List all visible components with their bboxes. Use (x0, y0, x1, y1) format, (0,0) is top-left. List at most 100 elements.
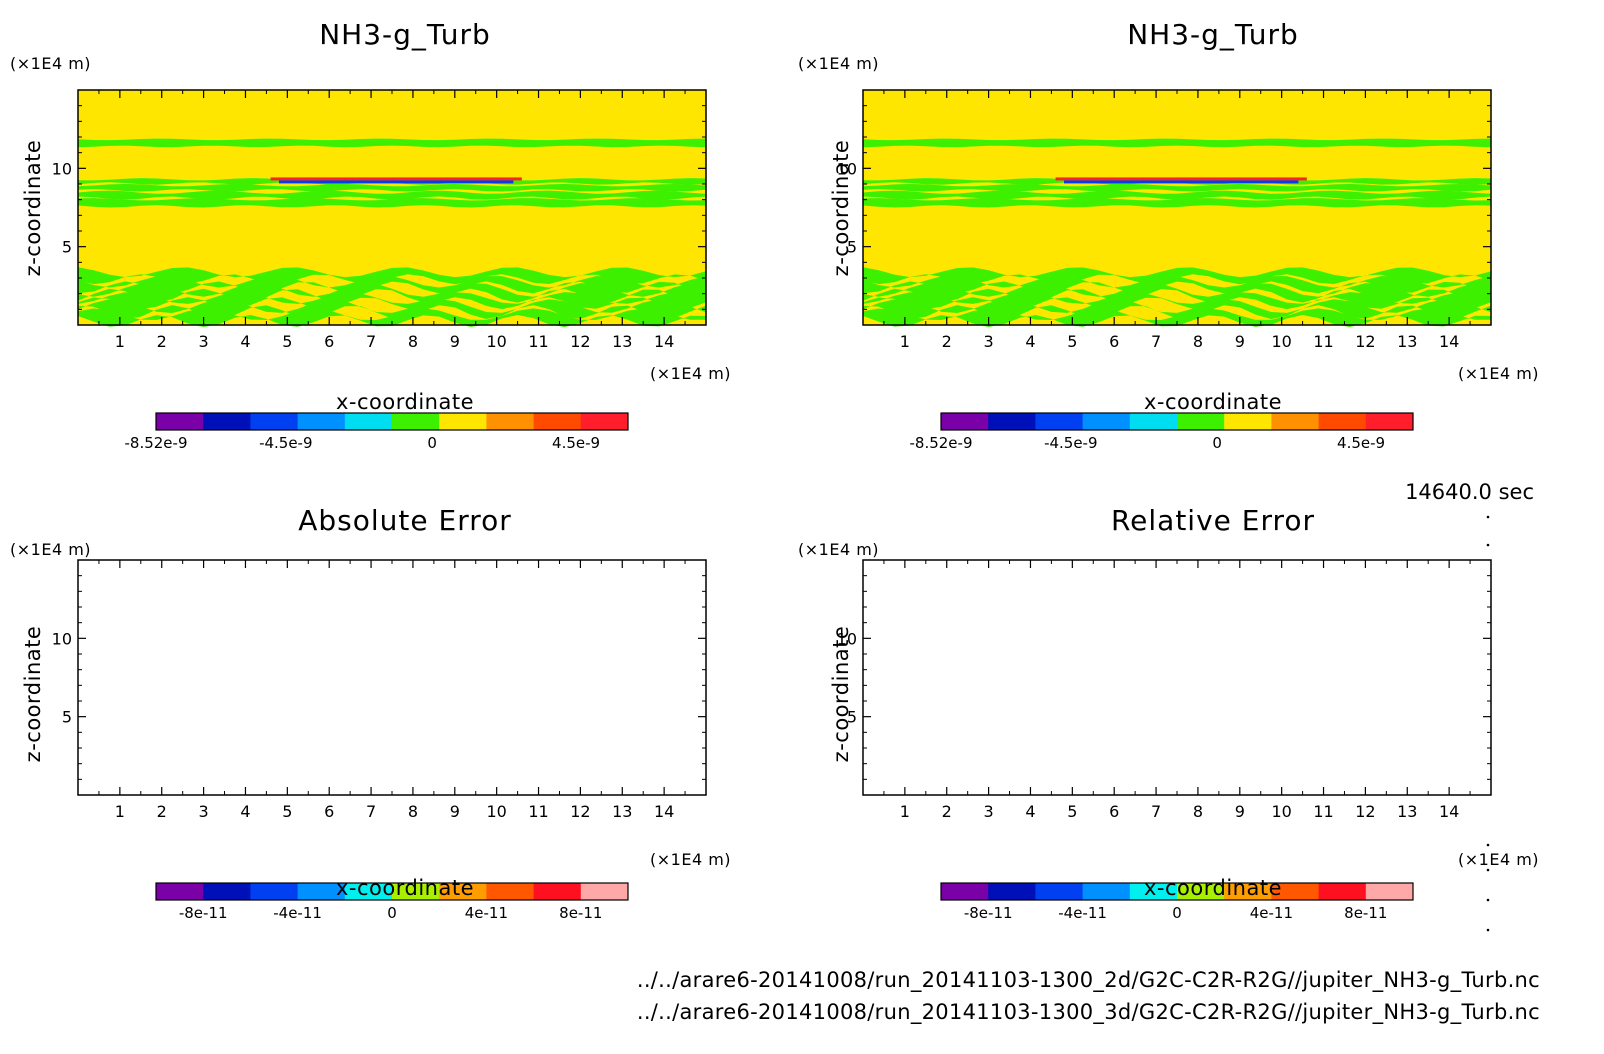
colorbar-swatch-p1-8 (1318, 413, 1367, 430)
x-tick-label-p3-4: 5 (1067, 802, 1077, 821)
edge-dot-2 (1486, 843, 1490, 847)
x-tick-label-p3-1: 2 (942, 802, 952, 821)
y-label-tr: z-coordinate (829, 139, 853, 277)
colorbar-swatch-p0-0 (156, 413, 204, 430)
colorbar-swatch-p1-3 (1082, 413, 1131, 430)
colorbar-tick-label-p0-0: -8.52e-9 (125, 434, 188, 452)
anomaly-blue-p1 (1063, 180, 1299, 184)
colorbar-swatch-p2-6 (439, 883, 487, 900)
colorbar-swatch-p1-6 (1224, 413, 1272, 430)
x-tick-label-p1-13: 14 (1439, 332, 1459, 351)
x-tick-label-p2-10: 11 (528, 802, 548, 821)
anomaly-red-p1 (1055, 177, 1307, 181)
colorbar-swatch-p3-1 (988, 883, 1036, 900)
colorbar-tick-label-p3-4: 8e-11 (1344, 904, 1387, 922)
colorbar-swatch-p0-6 (439, 413, 487, 430)
edge-dot-4 (1486, 898, 1490, 902)
edge-dot-5 (1486, 928, 1490, 932)
colorbar-tick-label-p3-0: -8e-11 (964, 904, 1013, 922)
x-tick-label-p1-1: 2 (942, 332, 952, 351)
colorbar-swatch-p3-0 (941, 883, 989, 900)
x-tick-label-p2-6: 7 (366, 802, 376, 821)
x-tick-label-p2-2: 3 (199, 802, 209, 821)
colorbar-swatch-p0-1 (203, 413, 251, 430)
plot-area-p2 (78, 560, 706, 795)
x-tick-label-p2-0: 1 (115, 802, 125, 821)
x-tick-label-p2-4: 5 (282, 802, 292, 821)
x-tick-label-p0-6: 7 (366, 332, 376, 351)
colorbar-tick-label-p3-3: 4e-11 (1250, 904, 1293, 922)
x-tick-label-p2-7: 8 (408, 802, 418, 821)
x-tick-label-p1-2: 3 (984, 332, 994, 351)
green-band-p1-10 (863, 308, 1491, 327)
x-tick-label-p0-7: 8 (408, 332, 418, 351)
x-tick-label-p0-11: 12 (570, 332, 590, 351)
colorbar-swatch-p0-5 (392, 413, 440, 430)
x-tick-label-p1-6: 7 (1151, 332, 1161, 351)
x-label-bl: x-coordinate (335, 876, 474, 900)
colorbar-tick-label-p3-1: -4e-11 (1058, 904, 1107, 922)
green-band-p0-4 (78, 198, 706, 208)
edge-dot-0 (1486, 515, 1490, 519)
colorbar-swatch-p3-6 (1224, 883, 1272, 900)
colorbar-swatch-p2-8 (533, 883, 582, 900)
colorbar-swatch-p2-0 (156, 883, 204, 900)
colorbar-swatch-p2-2 (250, 883, 299, 900)
x-tick-label-p1-7: 8 (1193, 332, 1203, 351)
x-tick-label-p2-1: 2 (157, 802, 167, 821)
colorbar-swatch-p2-7 (486, 883, 535, 900)
x-tick-label-p0-2: 3 (199, 332, 209, 351)
y-tick-label-p0-0: 5 (62, 238, 72, 257)
x-tick-label-p3-5: 6 (1109, 802, 1119, 821)
colorbar-swatch-p3-2 (1035, 883, 1084, 900)
green-band-p0-10 (78, 308, 706, 327)
x-tick-label-p0-1: 2 (157, 332, 167, 351)
x-tick-label-p3-6: 7 (1151, 802, 1161, 821)
y-tick-label-p2-1: 10 (52, 629, 72, 648)
x-tick-label-p2-12: 13 (612, 802, 632, 821)
x-tick-label-p0-13: 14 (654, 332, 674, 351)
x-tick-label-p3-9: 10 (1271, 802, 1291, 821)
x-tick-label-p0-9: 10 (486, 332, 506, 351)
green-band-p1-9 (863, 299, 1491, 320)
panel-title-bl: Absolute Error (298, 504, 512, 537)
green-band-p0-3 (78, 190, 706, 200)
y-tick-label-p3-1: 10 (837, 629, 857, 648)
colorbar-tick-label-p1-0: -8.52e-9 (910, 434, 973, 452)
colorbar-swatch-p3-7 (1271, 883, 1320, 900)
x-tick-label-p2-8: 9 (450, 802, 460, 821)
green-band-p1-6 (863, 276, 1491, 294)
colorbar-tick-label-p1-2: 0 (1212, 434, 1222, 452)
green-band-p0-5 (78, 267, 706, 285)
green-band-p0-0 (78, 138, 706, 148)
colorbar-tick-label-p0-2: 0 (427, 434, 437, 452)
x-tick-label-p1-10: 11 (1313, 332, 1333, 351)
y-tick-label-p1-1: 10 (837, 159, 857, 178)
x-unit-tr: (×1E4 m) (1458, 364, 1540, 383)
x-tick-label-p0-8: 9 (450, 332, 460, 351)
y-unit-tr: (×1E4 m) (798, 54, 880, 73)
colorbar-swatch-p3-5 (1177, 883, 1225, 900)
x-tick-label-p1-4: 5 (1067, 332, 1077, 351)
colorbar-tick-label-p1-3: 4.5e-9 (1337, 434, 1385, 452)
colorbar-swatch-p1-0 (941, 413, 989, 430)
colorbar-frame-p0 (155, 412, 629, 431)
x-tick-label-p2-5: 6 (324, 802, 334, 821)
x-tick-label-p0-0: 1 (115, 332, 125, 351)
y-unit-bl: (×1E4 m) (10, 540, 92, 559)
panel-title-br: Relative Error (1110, 504, 1316, 537)
colorbar-swatch-p0-4 (344, 413, 393, 430)
colorbar-swatch-p3-8 (1318, 883, 1367, 900)
y-tick-label-p2-0: 5 (62, 708, 72, 727)
y-tick-label-p0-1: 10 (52, 159, 72, 178)
anomaly-red-p0 (270, 177, 522, 181)
colorbar-swatch-p3-4 (1129, 883, 1178, 900)
y-unit-br: (×1E4 m) (798, 540, 880, 559)
x-unit-tl: (×1E4 m) (650, 364, 732, 383)
colorbar-frame-p2 (155, 882, 629, 901)
edge-dot-1 (1486, 543, 1490, 547)
x-label-tr: x-coordinate (1143, 390, 1282, 414)
x-tick-label-p3-12: 13 (1397, 802, 1417, 821)
colorbar-tick-label-p0-1: -4.5e-9 (259, 434, 312, 452)
